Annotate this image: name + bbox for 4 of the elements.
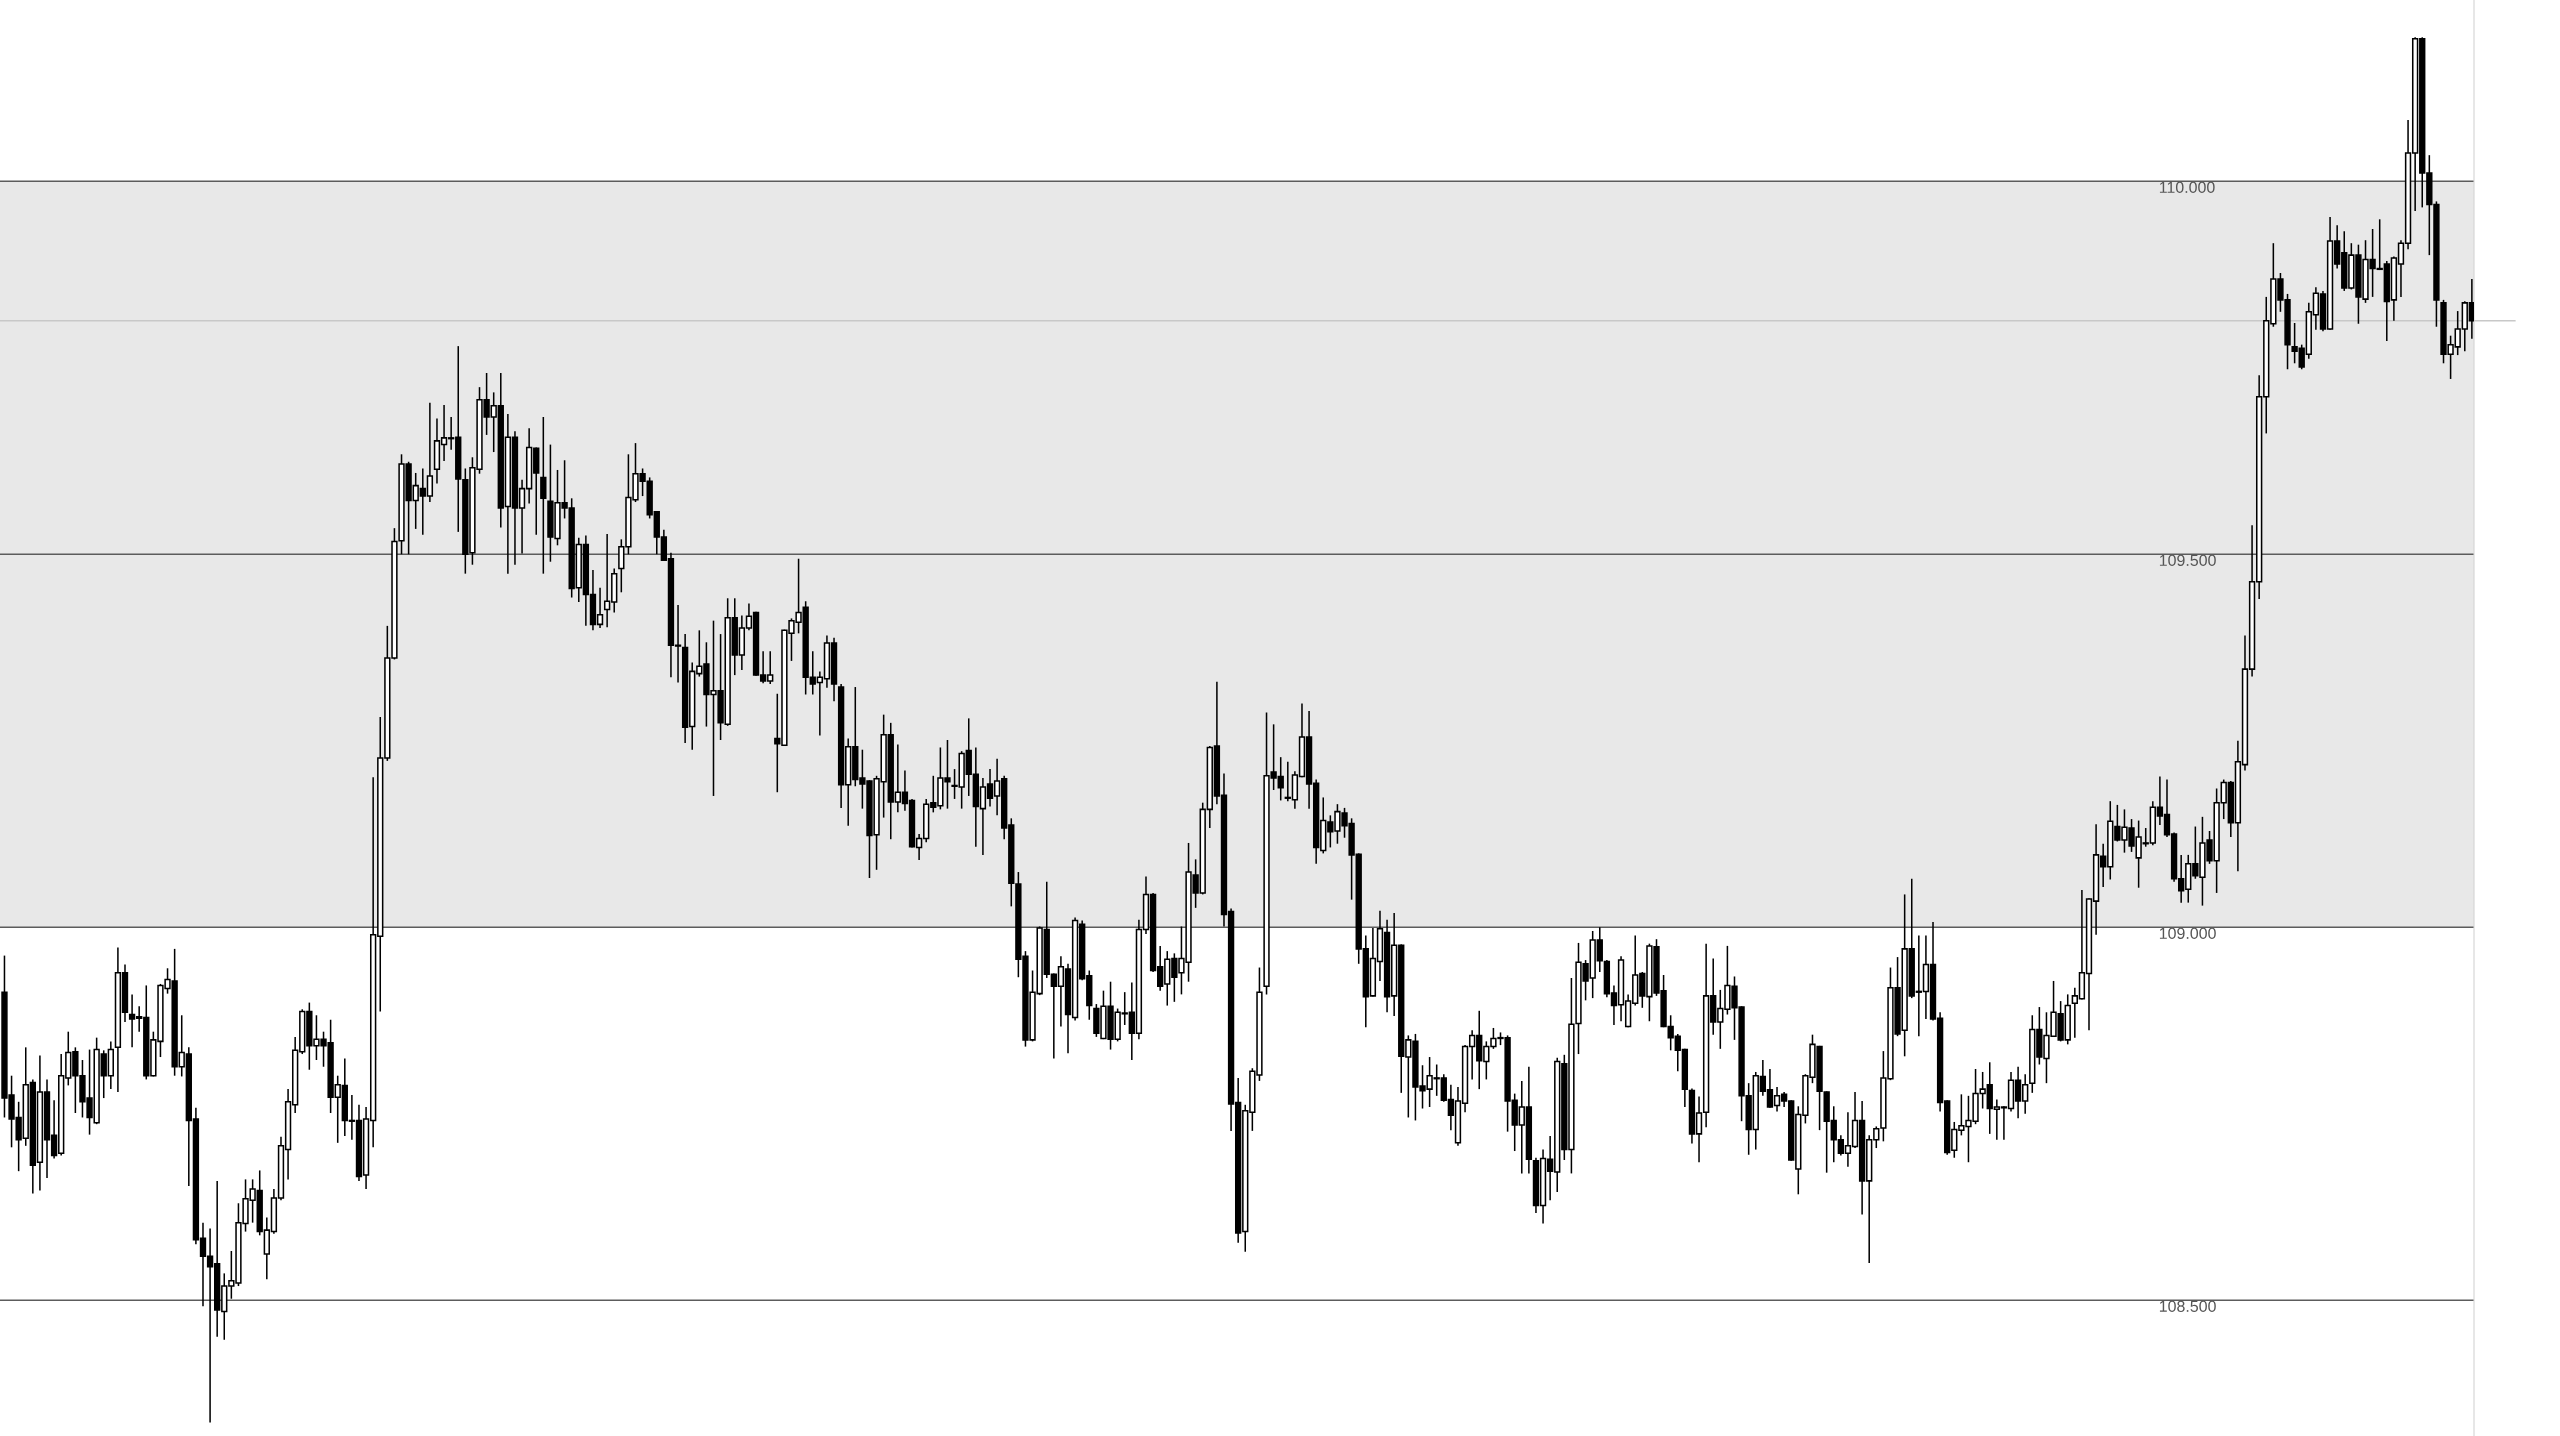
y-tick-label: 108.500	[2159, 1300, 2216, 1312]
y-tick-label: 109.500	[2159, 554, 2216, 566]
y-tick-label: 109.000	[2159, 927, 2216, 939]
y-tick-label: 110.000	[2159, 181, 2215, 193]
